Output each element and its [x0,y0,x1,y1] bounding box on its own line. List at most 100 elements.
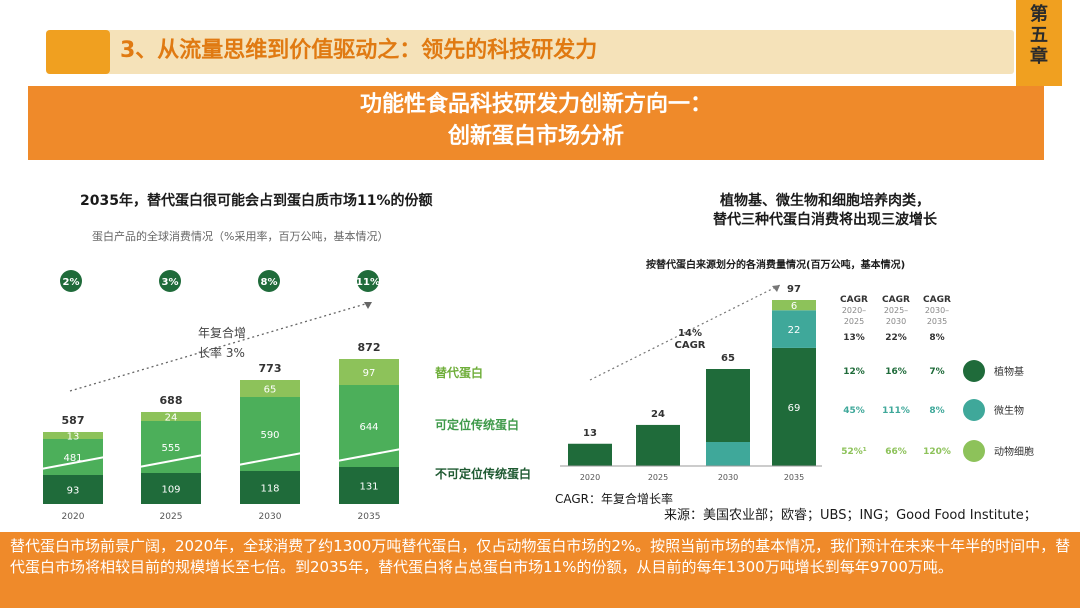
left-adoption-badge [357,270,379,292]
cagr-table-header: 2025 [844,317,864,326]
left-bar-value-label: 13 [67,432,80,443]
cagr-table-cell: 52%¹ [841,447,867,457]
left-bar-total-label: 773 [259,362,282,375]
chapter-tab: 第五章 [1016,0,1062,86]
cagr-table-cell: 22% [885,333,907,343]
left-axis-break-mark [336,448,402,462]
left-cagr-label-line1: 年复合增 [198,325,246,340]
left-bar-value-label: 109 [161,485,180,496]
left-bar-segment [43,439,103,475]
left-bar-segment [141,473,201,504]
cagr-table-cell: 8% [929,333,944,343]
cagr-note: CAGR：年复合增长率 [555,492,674,506]
left-legend-non-positionable: 不可定位传统蛋白 [435,466,531,481]
right-bar-segment [636,424,680,466]
left-bar-value-label: 644 [359,422,378,433]
left-adoption-label: 11% [356,277,380,288]
cagr-table-header: 2020– [842,306,866,315]
header-accent-block [46,30,110,74]
cagr-table-cell: 8% [929,406,944,416]
right-cagr-label-line1: 14% [678,328,702,339]
left-bar-total-label: 688 [160,394,183,407]
left-chart-title: 2035年，替代蛋白很可能会占到蛋白质市场11%的份额 [80,193,433,209]
right-cagr-label-line2: CAGR [675,340,706,351]
right-category-label: 2025 [648,473,668,482]
page-title: 3、从流量思维到价值驱动之：领先的科技研发力 [120,38,598,63]
source-text: 来源：美国农业部；欧睿；UBS；ING；Good Food Institute； [664,508,1037,523]
footer-summary-text: 替代蛋白市场前景广阔，2020年，全球消费了约1300万吨替代蛋白，仅占动物蛋白… [10,537,1071,576]
left-bar-segment [141,412,201,421]
right-chart-title-line1: 植物基、微生物和细胞培养肉类， [720,193,930,209]
left-bar-segment [43,475,103,504]
right-bar-segment [772,310,816,348]
cagr-table-cell: 16% [885,367,907,377]
protein-source-icon [963,360,985,382]
left-adoption-badge [258,270,280,292]
right-trend-arrow [589,284,781,381]
banner-title-line2: 创新蛋白市场分析 [447,124,624,149]
cagr-table-header: 2025– [884,306,908,315]
left-legend-alt-protein: 替代蛋白 [435,365,483,380]
left-bar-total-label: 587 [62,414,85,427]
left-adoption-label: 3% [162,277,179,288]
right-bar-total-label: 13 [583,428,597,439]
right-bar-value-label: 6 [791,301,797,312]
left-bar-segment [339,359,399,385]
right-trend-arrowhead [772,285,780,292]
left-bar-segment [339,385,399,467]
left-category-label: 2020 [62,512,85,522]
left-adoption-label: 8% [261,277,278,288]
cagr-row-label: 植物基 [994,365,1024,378]
cagr-table-cell: 45% [843,406,865,416]
cagr-table-header: CAGR [923,295,951,305]
left-bar-segment [43,432,103,439]
right-bar-segment [772,347,816,466]
left-bar-segment [240,471,300,504]
cagr-table-header: 2030– [925,306,949,315]
right-bar-segment [772,300,816,311]
right-bar-segment [568,443,612,466]
left-axis-break-mark [40,456,106,470]
section-banner [28,86,1044,160]
right-bar-segment [706,442,750,466]
left-category-label: 2025 [160,512,183,522]
right-chart-caption: 按替代蛋白来源划分的各消费量情况(百万公吨，基本情况) [646,260,906,271]
banner-title-line1: 功能性食品科技研发力创新方向一： [359,92,712,117]
left-adoption-badge [60,270,82,292]
chapter-label: 第五章 [1030,4,1048,67]
left-cagr-label-line2: 长率 3% [198,345,245,360]
cagr-table-cell: 13% [843,333,865,343]
left-trend-arrowhead [364,302,372,309]
left-axis-break-mark [237,452,303,466]
cagr-table-cell: 120% [923,447,951,457]
left-bar-total-label: 872 [358,341,381,354]
left-chart-caption: 蛋白产品的全球消费情况（%采用率，百万公吨，基本情况） [92,230,389,243]
left-adoption-label: 2% [63,277,80,288]
left-bar-value-label: 131 [359,482,378,493]
right-bar-total-label: 24 [651,409,665,420]
left-bar-value-label: 481 [63,453,82,464]
left-adoption-badge [159,270,181,292]
left-axis-break-mark [138,454,204,468]
left-category-label: 2030 [259,512,282,522]
right-bar-chart: 13 2020 24 2025 65 2030 69 22 6 97 2035 14% CAGR C… [560,284,1034,482]
cagr-table-header: 2030 [886,317,906,326]
right-category-label: 2035 [784,473,804,482]
left-bar-value-label: 590 [260,430,279,441]
right-bar-total-label: 97 [787,284,801,295]
cagr-row-label: 微生物 [994,404,1024,417]
left-bar-value-label: 97 [363,368,376,379]
cagr-table-cell: 66% [885,447,907,457]
protein-source-icon [963,440,985,462]
left-category-label: 2035 [358,512,381,522]
cagr-table-header: CAGR [840,295,868,305]
right-bar-value-label: 22 [788,325,801,336]
left-bar-value-label: 118 [260,484,279,495]
left-legend-positionable: 可定位传统蛋白 [435,417,519,432]
right-bar-total-label: 65 [721,353,735,364]
cagr-table-cell: 111% [882,406,910,416]
left-bar-value-label: 24 [165,413,178,424]
cagr-table-header: CAGR [882,295,910,305]
footer-summary-box [0,532,1080,608]
right-chart-title-line2: 替代三种代蛋白消费将出现三波增长 [713,212,937,228]
